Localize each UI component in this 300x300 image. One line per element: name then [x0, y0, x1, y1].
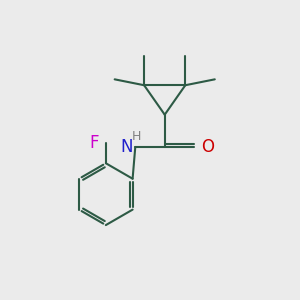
Text: F: F — [90, 134, 99, 152]
Text: O: O — [201, 138, 214, 156]
Text: H: H — [132, 130, 141, 143]
Text: N: N — [120, 138, 133, 156]
